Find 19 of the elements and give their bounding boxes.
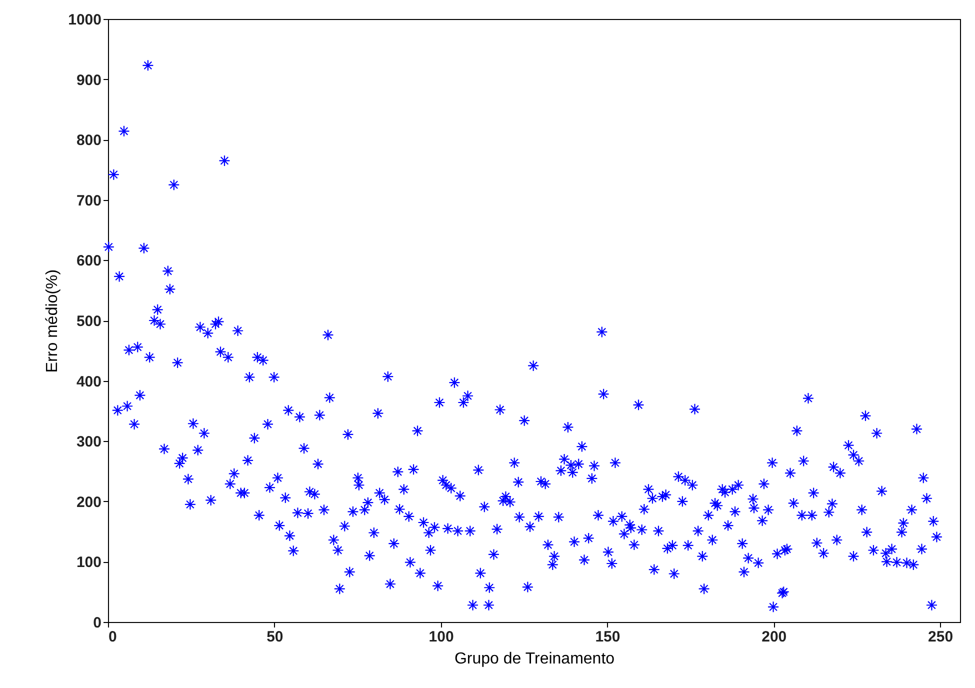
x-axis-title: Grupo de Treinamento <box>454 650 615 668</box>
y-tick-label: 0 <box>93 614 102 632</box>
y-tick-label: 900 <box>76 72 102 89</box>
x-tick-label: 250 <box>928 628 954 646</box>
x-tick-label: 200 <box>762 628 787 646</box>
y-tick-label: 200 <box>76 494 102 511</box>
y-tick-label: 400 <box>76 373 102 390</box>
y-axis-title: Erro médio(%) <box>44 269 62 373</box>
y-tick-label: 800 <box>76 132 102 150</box>
y-tick-label: 500 <box>76 313 102 330</box>
y-tick-label: 600 <box>76 252 102 270</box>
y-tick-label: 700 <box>76 192 102 210</box>
y-tick-label: 100 <box>76 554 102 572</box>
y-tick-label: 1000 <box>68 12 102 28</box>
x-tick-label: 150 <box>595 628 620 646</box>
y-tick-label: 300 <box>76 434 102 451</box>
x-tick-label: 50 <box>266 628 284 646</box>
x-tick-label: 100 <box>428 628 454 646</box>
x-tick-label: 0 <box>108 628 117 646</box>
